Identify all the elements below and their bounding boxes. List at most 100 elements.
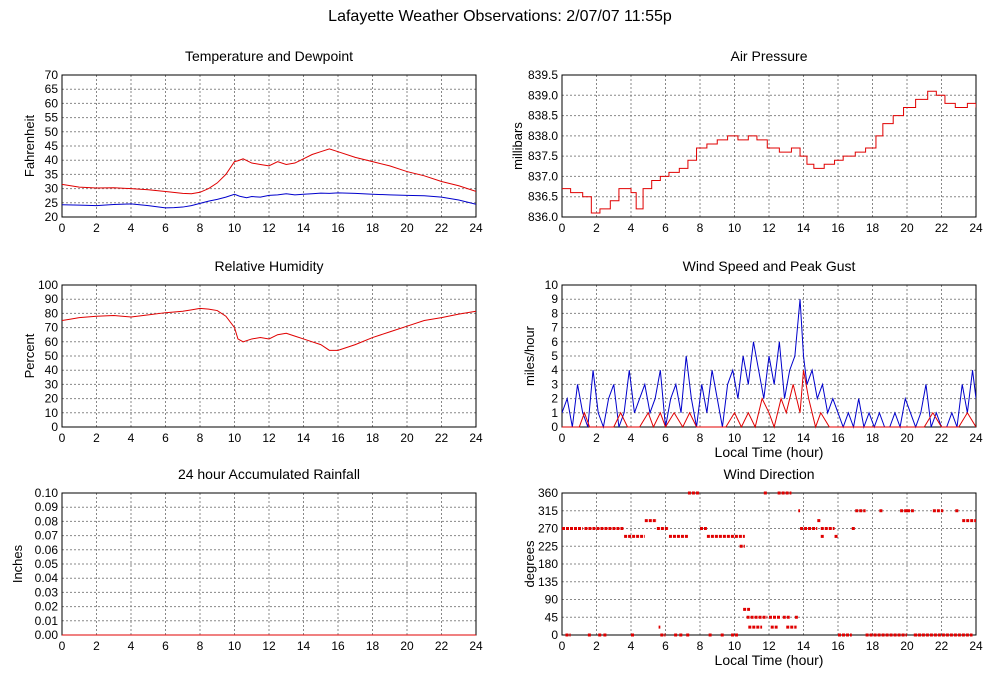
x-tick-label: 4 [128, 431, 135, 445]
y-tick-label: 50 [45, 349, 59, 363]
x-tick-label: 8 [197, 221, 204, 235]
x-tick-label: 16 [831, 431, 845, 445]
x-tick-label: 22 [935, 639, 949, 653]
y-tick-label: 839.5 [528, 68, 558, 82]
x-tick-label: 22 [935, 221, 949, 235]
y-tick-label: 65 [45, 82, 59, 96]
x-tick-label: 20 [400, 431, 414, 445]
y-tick-label: 836.0 [528, 210, 558, 224]
y-tick-label: 90 [545, 593, 559, 607]
y-tick-label: 0.07 [35, 529, 59, 543]
x-tick-label: 14 [297, 221, 311, 235]
plot-frame [61, 284, 477, 428]
x-tick-label: 4 [128, 639, 135, 653]
x-tick-label: 10 [728, 221, 742, 235]
x-tick-label: 12 [262, 431, 276, 445]
x-tick-label: 18 [366, 221, 380, 235]
x-tick-label: 18 [866, 221, 880, 235]
chart-title: Wind Direction [723, 466, 814, 482]
x-tick-label: 12 [762, 639, 776, 653]
x-tick-label: 10 [228, 639, 242, 653]
y-tick-label: 3 [551, 377, 558, 391]
y-tick-label: 45 [545, 610, 559, 624]
x-tick-label: 24 [469, 221, 483, 235]
y-tick-label: 60 [45, 96, 59, 110]
y-tick-label: 0.03 [35, 585, 59, 599]
x-tick-label: 24 [969, 431, 983, 445]
x-tick-label: 6 [662, 221, 669, 235]
y-tick-label: 60 [45, 335, 59, 349]
series-line [562, 299, 976, 429]
y-tick-label: 70 [45, 321, 59, 335]
plot-frame [561, 492, 977, 636]
y-tick-label: 4 [551, 363, 558, 377]
y-axis-label: millibars [510, 122, 525, 170]
x-tick-label: 0 [59, 639, 66, 653]
x-tick-label: 2 [93, 639, 100, 653]
x-tick-label: 24 [969, 221, 983, 235]
x-tick-label: 2 [93, 431, 100, 445]
y-tick-label: 0.09 [35, 500, 59, 514]
x-tick-label: 18 [366, 431, 380, 445]
y-tick-label: 6 [551, 335, 558, 349]
x-tick-label: 14 [297, 639, 311, 653]
x-tick-label: 4 [628, 221, 635, 235]
y-tick-label: 8 [551, 306, 558, 320]
x-tick-label: 12 [262, 221, 276, 235]
x-tick-label: 8 [697, 639, 704, 653]
y-tick-label: 9 [551, 292, 558, 306]
y-tick-label: 10 [545, 278, 559, 292]
y-tick-label: 838.0 [528, 129, 558, 143]
x-tick-label: 20 [400, 221, 414, 235]
y-axis-label: Percent [22, 333, 37, 378]
x-tick-label: 2 [593, 221, 600, 235]
y-tick-label: 0.05 [35, 557, 59, 571]
y-tick-label: 55 [45, 111, 59, 125]
y-tick-label: 837.5 [528, 149, 558, 163]
x-tick-label: 24 [469, 431, 483, 445]
x-tick-label: 2 [93, 221, 100, 235]
x-tick-label: 16 [331, 221, 345, 235]
x-tick-label: 10 [228, 431, 242, 445]
y-tick-label: 35 [45, 167, 59, 181]
y-tick-label: 836.5 [528, 190, 558, 204]
y-tick-label: 20 [45, 210, 59, 224]
x-axis-label: Local Time (hour) [715, 444, 824, 460]
y-tick-label: 225 [538, 539, 558, 553]
x-tick-label: 16 [831, 639, 845, 653]
x-tick-label: 18 [366, 639, 380, 653]
y-tick-label: 45 [45, 139, 59, 153]
x-tick-label: 24 [469, 639, 483, 653]
x-tick-label: 16 [331, 639, 345, 653]
y-tick-label: 40 [45, 153, 59, 167]
y-tick-label: 50 [45, 125, 59, 139]
x-tick-label: 20 [400, 639, 414, 653]
x-tick-label: 4 [628, 431, 635, 445]
y-tick-label: 100 [38, 278, 58, 292]
x-tick-label: 18 [866, 431, 880, 445]
x-tick-label: 16 [831, 221, 845, 235]
plot-frame [561, 284, 977, 428]
x-tick-label: 10 [228, 221, 242, 235]
y-tick-label: 30 [45, 182, 59, 196]
series-line [562, 370, 976, 429]
x-tick-label: 2 [593, 431, 600, 445]
series-line [62, 192, 476, 209]
x-tick-label: 6 [662, 431, 669, 445]
chart-title: Relative Humidity [215, 258, 324, 274]
y-tick-label: 2 [551, 392, 558, 406]
x-tick-label: 22 [435, 639, 449, 653]
x-tick-label: 8 [197, 431, 204, 445]
chart-title: Temperature and Dewpoint [185, 48, 353, 64]
y-axis-label: Inches [10, 544, 25, 583]
y-tick-label: 30 [45, 377, 59, 391]
y-tick-label: 837.0 [528, 169, 558, 183]
y-axis-label: Fahrenheit [22, 115, 37, 178]
x-tick-label: 12 [262, 639, 276, 653]
